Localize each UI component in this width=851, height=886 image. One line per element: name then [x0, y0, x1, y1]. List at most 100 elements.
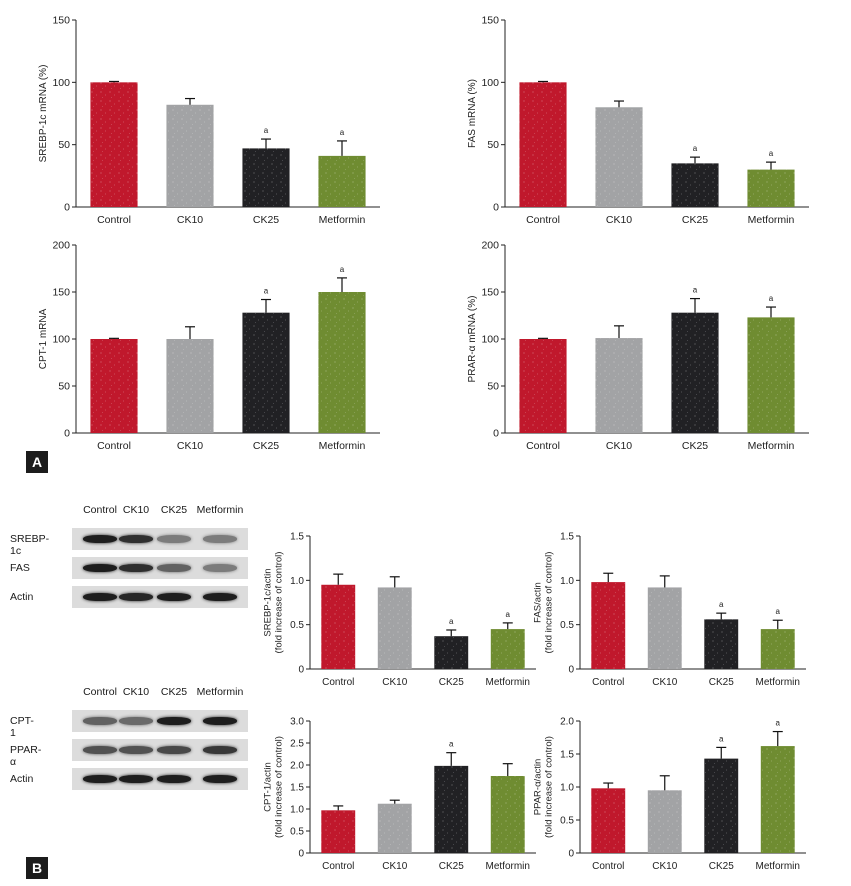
- blot-row-label: SREBP-1c: [10, 533, 50, 557]
- y-tick-label: 1.5: [560, 750, 574, 761]
- bar-texture: [647, 587, 682, 669]
- blot-band: [203, 564, 237, 572]
- x-tick-label: CK10: [382, 677, 407, 688]
- blot-band: [203, 717, 237, 725]
- bar-texture: [747, 317, 795, 433]
- y-axis-label: (fold increase of control): [544, 552, 555, 654]
- blot-band: [83, 564, 117, 572]
- bar-chart-5: 0 0.5 1.0 1.5 SREBP-1c/actin (fold increase o…: [263, 532, 536, 688]
- x-tick-label: Control: [97, 214, 131, 226]
- y-tick-label: 1.5: [560, 532, 574, 543]
- blot-strip: [72, 768, 248, 790]
- y-tick-label: 1.0: [290, 805, 304, 816]
- blot-band: [157, 775, 191, 783]
- x-tick-label: CK10: [652, 677, 677, 688]
- significance-marker: a: [776, 607, 781, 616]
- x-tick-label: CK10: [177, 440, 203, 452]
- x-tick-label: CK25: [709, 861, 734, 872]
- x-tick-label: CK25: [439, 861, 464, 872]
- y-tick-label: 0: [64, 428, 70, 440]
- charts-layer: 0 50 100 150 SREBP-1c mRNA (%) Control CK10 a CK…: [38, 15, 809, 872]
- x-tick-label: Control: [322, 861, 354, 872]
- blot-band: [203, 593, 237, 601]
- blot-band: [157, 593, 191, 601]
- x-tick-label: Metformin: [748, 214, 795, 226]
- panel-a-label: A: [26, 451, 48, 473]
- blot-row-label: Actin: [10, 773, 34, 785]
- significance-marker: a: [776, 719, 781, 728]
- y-axis-label: PPAR-α/actin: [533, 759, 544, 816]
- bar-texture: [760, 629, 795, 669]
- lane-header-control: Control: [83, 504, 117, 516]
- x-tick-label: Control: [526, 214, 560, 226]
- x-tick-label: CK10: [652, 861, 677, 872]
- bar-texture: [704, 758, 739, 853]
- blot-band: [203, 535, 237, 543]
- blot-strip: [72, 528, 248, 550]
- y-tick-label: 0: [298, 849, 304, 860]
- y-tick-label: 0: [493, 428, 499, 440]
- blot-band: [119, 775, 153, 783]
- blot-band: [119, 746, 153, 754]
- x-tick-label: Control: [97, 440, 131, 452]
- y-tick-label: 2.0: [290, 761, 304, 772]
- significance-marker: a: [449, 740, 454, 749]
- lane-header-control: Control: [83, 686, 117, 698]
- significance-marker: a: [719, 600, 724, 609]
- y-tick-label: 0: [568, 849, 574, 860]
- bar-texture: [519, 339, 567, 433]
- blot-strip: [72, 586, 248, 608]
- significance-marker: a: [719, 734, 724, 743]
- x-tick-label: CK25: [682, 214, 708, 226]
- bar-texture: [490, 776, 525, 853]
- blot-row-label: PPAR-α: [10, 744, 42, 768]
- y-tick-label: 150: [52, 287, 70, 299]
- y-axis-label: (fold increase of control): [544, 736, 555, 838]
- bar-chart-6: 0 0.5 1.0 1.5 FAS/actin (fold increase of con…: [533, 532, 806, 688]
- bar-texture: [490, 629, 525, 669]
- blot-band: [83, 535, 117, 543]
- bar-texture: [595, 107, 643, 207]
- bar-texture: [242, 312, 290, 433]
- y-tick-label: 1.5: [290, 783, 304, 794]
- y-tick-label: 0.5: [290, 620, 304, 631]
- blot-band: [157, 564, 191, 572]
- y-tick-label: 50: [58, 381, 70, 393]
- y-axis-label: (fold increase of control): [274, 736, 285, 838]
- x-tick-label: CK25: [439, 677, 464, 688]
- y-tick-label: 150: [481, 15, 499, 27]
- bar-texture: [318, 155, 366, 207]
- x-tick-label: Control: [322, 677, 354, 688]
- blot-band: [83, 593, 117, 601]
- bar-chart-7: 0 0.5 1.0 1.5 2.0 2.5 3.0 CPT-1/actin (fold incr…: [263, 717, 536, 872]
- x-tick-label: CK25: [253, 214, 279, 226]
- y-tick-label: 50: [487, 381, 499, 393]
- significance-marker: a: [693, 286, 698, 295]
- y-tick-label: 100: [481, 334, 499, 346]
- bar-texture: [747, 169, 795, 207]
- x-tick-label: Metformin: [756, 677, 800, 688]
- bar-chart-3: 0 50 100 150 200 CPT-1 mRNA Control CK10 a CK25 a M…: [38, 240, 380, 452]
- significance-marker: a: [769, 294, 774, 303]
- blot-band: [203, 775, 237, 783]
- y-axis-label: CPT-1/actin: [263, 762, 274, 812]
- y-tick-label: 100: [52, 77, 70, 89]
- bar-texture: [166, 104, 214, 207]
- bar-chart-4: 0 50 100 150 200 PRAR-α mRNA (%) Control CK10 a C…: [467, 240, 809, 452]
- blot-row-label: FAS: [10, 562, 30, 574]
- bar-texture: [671, 163, 719, 207]
- y-tick-label: 100: [481, 77, 499, 89]
- blot-band: [83, 746, 117, 754]
- lane-header-ck10: CK10: [122, 504, 150, 516]
- lane-header-ck25: CK25: [160, 504, 188, 516]
- blot-row-label: CPT-1: [10, 715, 34, 739]
- blot-strip: [72, 710, 248, 732]
- blot-band: [119, 535, 153, 543]
- y-axis-label: PRAR-α mRNA (%): [467, 296, 478, 383]
- bar-texture: [519, 82, 567, 207]
- blot-strip: [72, 739, 248, 761]
- blot-band: [157, 717, 191, 725]
- y-tick-label: 1.0: [560, 576, 574, 587]
- x-tick-label: CK10: [382, 861, 407, 872]
